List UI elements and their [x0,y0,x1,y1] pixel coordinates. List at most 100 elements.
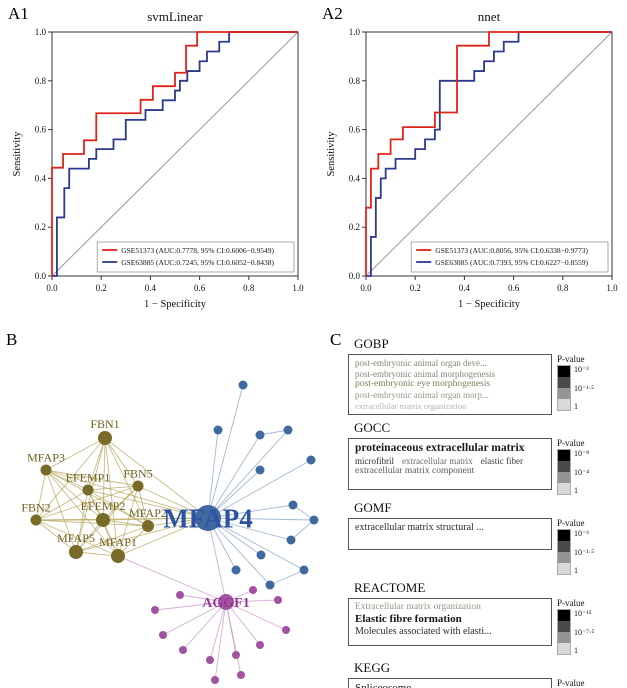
term-box: Spliceosome [348,678,552,688]
category-title: GOMF [354,500,392,516]
network-edge [207,429,219,519]
legend-swatch [558,552,570,564]
roc-legend-box [96,241,295,273]
term: Elastic fibre formation [355,613,462,626]
roc-curve [52,31,298,277]
panel-label-a1: A1 [8,4,29,23]
network-label-FBN1: FBN1 [90,417,119,431]
enrichment-category-REACTOME: REACTOME Extracellular matrix organizatio… [348,580,622,656]
x-tick-label: 0.2 [96,283,107,293]
roc-legend-label: GSE51373 (AUC:0.7778, 95% CI:0.6006−0.95… [121,246,274,255]
network-edge [117,517,209,557]
y-tick-label: 0.8 [349,76,361,86]
term: extracellular matrix [402,455,473,466]
legend-tick-column: 10⁻³ 10⁻¹·⁵ 1 [574,365,594,411]
term-line: post-embryonic animal morphogenesis [355,369,545,380]
pvalue-legend-body: 10⁻³ 10⁻¹·⁵ 1 [557,529,594,576]
legend-tick-column: 10⁻³ 10⁻¹·⁵ 1 [574,529,594,575]
category-title: GOCC [354,420,391,436]
legend-tick-column: 10⁻⁸ 10⁻⁴ 1 [574,449,589,495]
network-edge [162,601,227,636]
pvalue-legend: P-value 10⁻¹⁵ 10⁻⁷·⁵ 1 [557,598,617,656]
legend-swatch [558,377,570,388]
term: extracellular matrix organization [355,401,467,412]
network-node-FBN2 [30,514,42,526]
network-node-p7 [206,656,214,664]
legend-swatch-column [557,365,571,411]
category-row: Extracellular matrix organization Elastic… [348,598,622,656]
term-line: Spliceosome [355,682,545,688]
legend-swatch [558,461,570,473]
category-row: extracellular matrix structural ... P-val… [348,518,622,576]
x-tick-label: 0.6 [194,283,206,293]
network-node-p2 [151,606,159,614]
network-edge [35,489,89,521]
roc-title: nnet [478,9,501,24]
network-label-EFEMP2: EFEMP2 [81,499,126,513]
legend-tick-column: 10⁻¹⁵ 10⁻⁷·⁵ 1 [574,609,594,655]
network-edge [225,599,279,603]
roc-curve [51,31,298,276]
network-edge [104,437,139,487]
y-tick-label: 1.0 [349,27,361,37]
network-edge [207,517,292,541]
term-line: Molecules associated with elasti... [355,626,545,638]
enrichment-category-GOMF: GOMF extracellular matrix structural ... P… [348,500,622,576]
network-edge [35,469,47,521]
network-node-AGGF1 [218,594,234,610]
network-label-MFAP4: MFAP4 [163,503,252,533]
network-edge [207,429,289,519]
category-row: proteinaceous extracellular matrix microf… [348,438,622,496]
roc-legend-label: GSE51373 (AUC:0.8056, 95% CI:0.6338−0.97… [435,246,588,255]
network-node-MFAP4 [195,505,221,531]
legend-tick: 10⁻³ [574,529,589,539]
network-node-FBN1 [98,431,112,445]
network-edge [102,519,149,527]
pvalue-legend-body: 10⁻⁸ 10⁻⁴ 1 [557,449,589,496]
diagonal-reference-line [365,31,613,277]
pvalue-legend-title: P-value [557,678,585,688]
legend-swatch-column [557,609,571,656]
network-edge [45,469,119,557]
x-tick-label: 0.6 [508,283,520,293]
term-line: post-embryonic animal organ morp... [355,390,545,401]
category-title: REACTOME [354,580,426,596]
network-node-EFEMP1 [82,484,94,496]
network-node-FBN5 [132,480,144,492]
x-tick-label: 0.4 [145,283,157,293]
legend-tick: 10⁻⁷·⁵ [574,627,595,637]
network-label-MFAP5: MFAP5 [57,531,95,545]
legend-swatch [558,450,570,462]
network-edge [117,525,149,557]
term-box: Extracellular matrix organization Elastic… [348,598,552,647]
network-label-MFAP1: MFAP1 [99,535,137,549]
network-edge [225,601,261,646]
pvalue-legend-title: P-value [557,518,585,529]
y-tick-label: 0.4 [35,173,47,183]
legend-swatch [558,541,570,553]
network-edge [117,485,139,557]
network-node-p6 [179,646,187,654]
network-node-p12 [237,671,245,679]
legend-tick: 10⁻¹⁵ [574,609,592,619]
legend-tick: 10⁻⁴ [574,467,590,477]
term: elastic fiber [480,455,523,466]
network-edge [75,525,149,553]
network-node-b8 [309,515,319,525]
legend-swatch [558,472,570,484]
diagonal-reference-line [51,31,299,277]
network-edge [117,555,227,603]
legend-swatch-column [557,529,571,576]
term: proteinaceous extracellular matrix [355,442,525,455]
y-tick-label: 0.2 [349,222,360,232]
network-edge [45,469,77,553]
y-tick-label: 0.4 [349,173,361,183]
category-row: post-embryonic animal organ deve... post-… [348,354,622,416]
network-node-p5 [159,631,167,639]
y-tick-label: 1.0 [35,27,47,37]
roc-curve [365,31,612,276]
network-node-b4 [283,425,293,435]
network-node-MFAP1 [111,549,125,563]
